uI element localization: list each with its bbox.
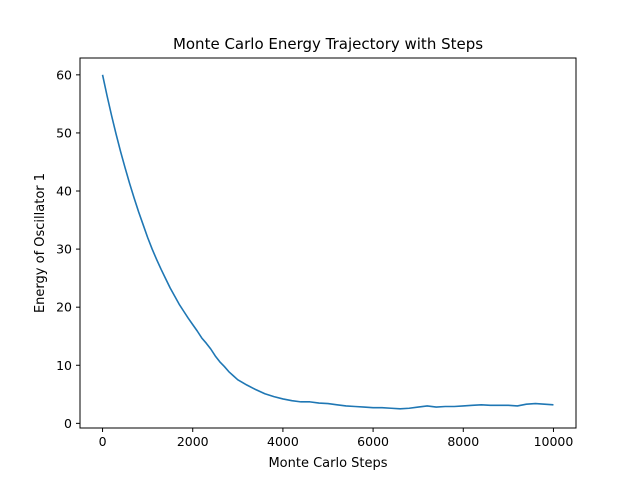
y-tick-label: 50	[56, 125, 72, 140]
plot-area-frame	[79, 57, 577, 429]
y-tick-label: 30	[56, 242, 72, 257]
x-tick-label: 8000	[447, 434, 479, 449]
x-tick-label: 10000	[534, 434, 574, 449]
x-tick-label: 6000	[357, 434, 389, 449]
series-layer	[101, 74, 554, 410]
y-tick-label: 40	[56, 184, 72, 199]
y-axis-label: Energy of Oscillator 1	[33, 173, 48, 313]
x-tick-label: 2000	[177, 434, 209, 449]
y-tick-label: 0	[64, 416, 72, 431]
y-tick-label: 10	[56, 358, 72, 373]
y-tick-label: 20	[56, 300, 72, 315]
chart-title: Monte Carlo Energy Trajectory with Steps	[173, 35, 483, 53]
x-axis: 0 2000 4000 6000 8000 10000	[99, 428, 574, 449]
x-axis-label: Monte Carlo Steps	[268, 456, 387, 471]
x-tick-label: 0	[99, 434, 107, 449]
x-tick-label: 4000	[267, 434, 299, 449]
y-axis: 0 10 20 30 40 50 60	[56, 67, 80, 431]
y-tick-label: 60	[56, 67, 72, 82]
series-line-0	[101, 74, 554, 410]
